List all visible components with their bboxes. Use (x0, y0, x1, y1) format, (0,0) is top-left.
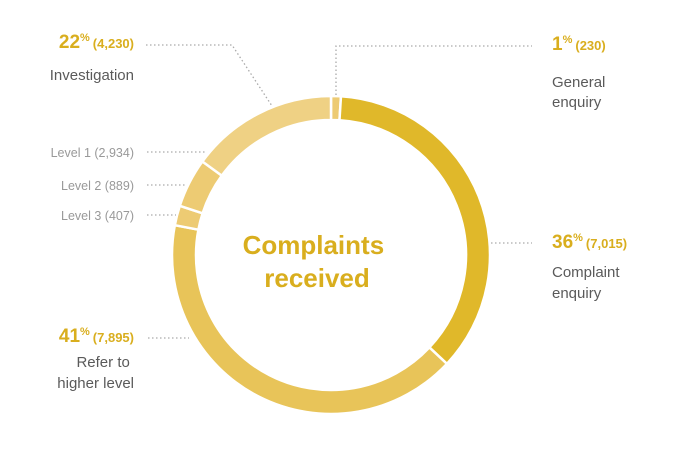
label-refer-value: 41% (7,895) (59, 326, 134, 347)
label-investigation-value: 22% (4,230) (59, 32, 134, 53)
label-level3: Level 3 (407) (61, 209, 134, 223)
label-investigation: Investigation (50, 67, 134, 84)
label-complaint-value: 36% (7,015) (552, 232, 627, 253)
label-complaint: Complaint enquiry (552, 264, 624, 302)
leader-investigation (146, 44, 273, 107)
label-level1: Level 1 (2,934) (51, 146, 134, 160)
center-label-line1: Complaints (243, 230, 385, 260)
label-refer: Refer to higher level (57, 354, 134, 392)
donut-slices (170, 94, 492, 416)
label-general-value: 1% (230) (552, 34, 606, 55)
svg-text:Complaints received: Complaints received (243, 230, 392, 293)
leader-general (335, 45, 532, 95)
center-label-line2: received (264, 263, 370, 293)
slice-level1 (201, 94, 333, 177)
label-general: General enquiry (552, 74, 610, 111)
label-level2: Level 2 (889) (61, 179, 134, 193)
